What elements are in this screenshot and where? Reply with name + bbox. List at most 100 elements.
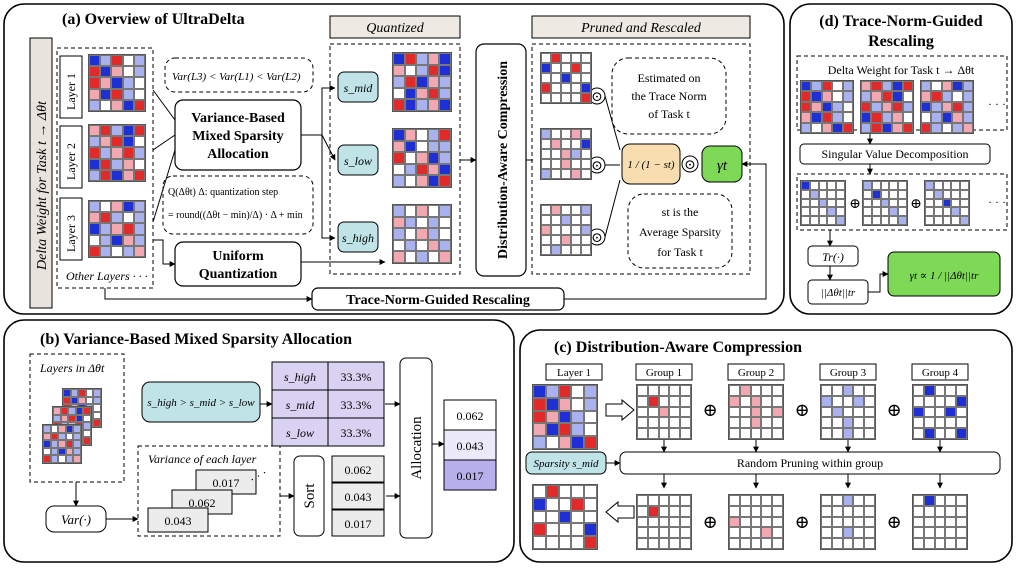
tngr-bar-label: Trace-Norm-Guided Rescaling [346, 293, 530, 308]
matrix-cell [541, 169, 551, 179]
norm-label: ||Δθt||tr [821, 287, 856, 299]
matrix-cell [933, 189, 943, 199]
matrix-cell [934, 505, 946, 517]
matrix-cell [584, 423, 597, 437]
layer-1-label-box [59, 55, 83, 119]
layers-in-matrix-3 [42, 424, 82, 464]
matrix-cell [533, 410, 546, 424]
matrix-cell [853, 538, 865, 549]
matrix-cell [122, 201, 134, 213]
matrix-cell [945, 428, 957, 439]
matrix-cell [545, 523, 559, 537]
layer-1-label: Layer 1 [64, 73, 78, 110]
ratio-row-label: s_high [284, 370, 316, 384]
matrix-cell [951, 216, 961, 225]
panel-d-title-line-2: Rescaling [868, 33, 934, 50]
matrix-cell [871, 216, 881, 225]
matrix-cell [861, 81, 872, 92]
matrix-cell [921, 122, 932, 133]
matrix-cell [111, 99, 123, 111]
matrix-cell [913, 505, 924, 517]
c-pruned-layer-matrix [532, 484, 598, 550]
matrix-cell [111, 234, 123, 246]
matrix-cell [739, 516, 751, 528]
matrix-cell [669, 385, 681, 396]
matrix-cell [827, 216, 837, 225]
matrix-cell [761, 428, 773, 439]
panel-d-delta-caption: Delta Weight for Task t → Δθt [828, 63, 975, 77]
matrix-cell [439, 99, 451, 111]
matrix-cell [871, 189, 881, 199]
matrix-cell [541, 245, 551, 255]
matrix-cell [50, 455, 59, 463]
matrix-cell [551, 139, 561, 149]
matrix-cell [647, 385, 659, 396]
matrix-cell [637, 527, 648, 539]
matrix-cell [658, 495, 670, 506]
matrix-cell [427, 163, 440, 176]
matrix-cell [821, 406, 832, 418]
matrix-cell [133, 99, 145, 111]
layer-1-header: Layer 1 [557, 367, 591, 379]
result-values: 0.062 0.043 0.017 [443, 399, 497, 491]
matrix-cell [729, 538, 740, 549]
matrix-cell [871, 207, 881, 217]
layer-3-label: Layer 3 [64, 215, 78, 252]
matrix-cell [89, 136, 101, 148]
matrix-cell [50, 432, 59, 441]
matrix-cell [761, 417, 773, 429]
matrix-cell [551, 235, 561, 245]
matrix-cell [416, 239, 428, 252]
matrix-cell [942, 181, 952, 190]
svd-matrices-container [796, 173, 1008, 231]
matrix-cell [821, 101, 833, 113]
matrix-cell [637, 395, 648, 407]
matrix-cell [669, 527, 681, 539]
matrix-cell [404, 216, 417, 229]
matrix-cell [561, 245, 571, 255]
matrix-cell [581, 159, 591, 169]
matrix-cell [898, 189, 907, 199]
matrix-cell [956, 527, 967, 539]
matrix-cell [952, 122, 963, 133]
matrix-cell [393, 76, 405, 88]
matrix-cell [831, 395, 843, 407]
matrix-cell [416, 140, 428, 153]
matrix-cell [558, 423, 572, 437]
sorted-value-cell [331, 482, 385, 510]
matrix-cell [100, 136, 112, 148]
matrix-cell [122, 77, 134, 89]
fraction-box [621, 143, 681, 185]
matrix-cell [133, 55, 145, 67]
variance-stack-value: 0.062 [189, 496, 216, 510]
matrix-cell [942, 207, 952, 217]
ratio-row-value: 33.3% [341, 398, 372, 412]
matrix-cell [921, 91, 932, 102]
matrix-cell [658, 505, 670, 517]
matrix-cell [93, 411, 101, 420]
layers-in-container [29, 353, 125, 483]
matrix-cell [545, 485, 559, 498]
matrix-cell [404, 129, 417, 141]
matrix-cell [545, 497, 559, 511]
matrix-cell [561, 73, 571, 83]
matrix-cell [680, 495, 691, 506]
matrix-cell [750, 406, 762, 418]
group-header-box [635, 363, 693, 381]
matrix-cell [960, 216, 969, 225]
svd-oplus-1: ⊕ [849, 197, 861, 212]
matrix-cell [889, 198, 899, 208]
matrix-cell [923, 428, 935, 439]
estimated-bubble [611, 57, 727, 135]
matrix-cell [864, 527, 875, 539]
sorted-value-cell [331, 455, 385, 483]
matrix-cell [68, 407, 76, 415]
matrix-cell [647, 527, 659, 539]
sort-label: Sort [302, 483, 318, 509]
matrix-cell [945, 505, 957, 517]
matrix-cell [111, 88, 123, 100]
matrix-cell [73, 447, 81, 456]
matrix-cell [558, 385, 572, 398]
matrix-cell [892, 112, 903, 123]
matrix-cell [133, 136, 145, 148]
